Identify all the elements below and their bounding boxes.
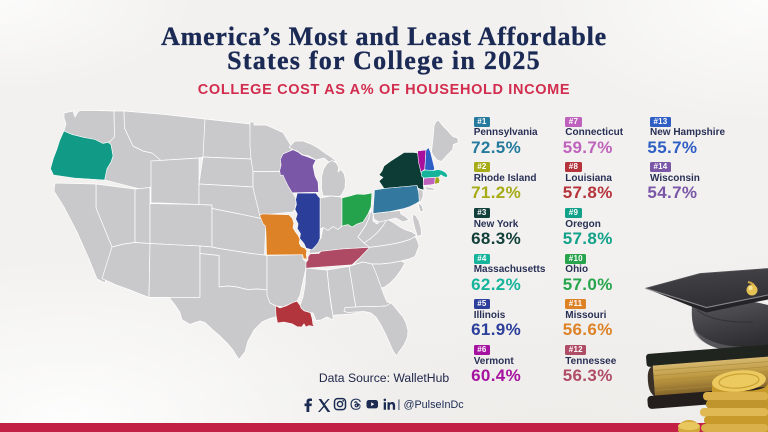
- svg-text:@PulseInDc: @PulseInDc: [404, 399, 465, 411]
- svg-text:|: |: [398, 399, 401, 411]
